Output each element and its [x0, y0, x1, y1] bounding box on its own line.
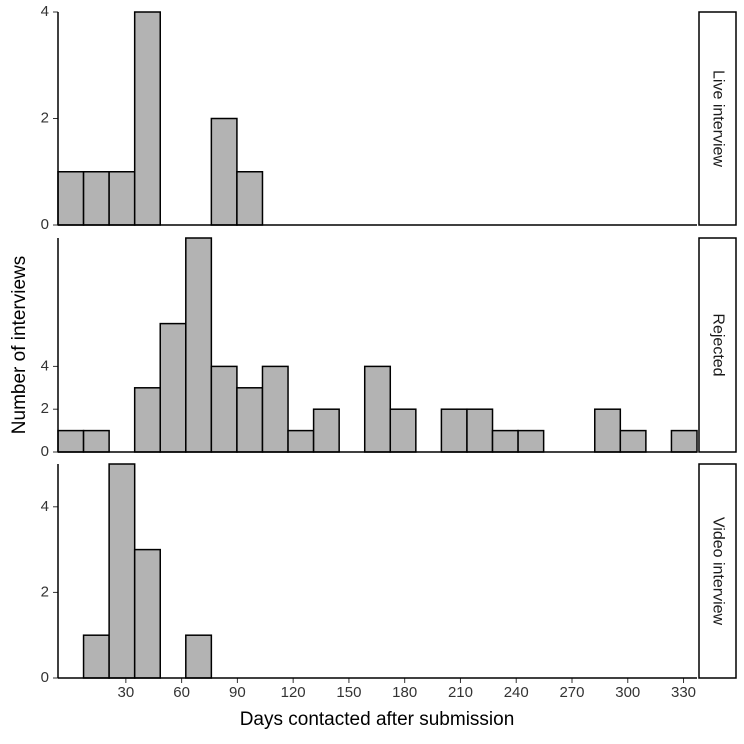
x-tick-label: 300	[615, 684, 640, 701]
x-tick-label: 150	[336, 684, 361, 701]
bar	[312, 408, 340, 453]
facet-strip	[698, 237, 737, 453]
y-tick-label: 4	[41, 357, 49, 374]
bar	[57, 171, 85, 226]
bar	[389, 408, 417, 453]
y-tick-label: 4	[41, 498, 49, 515]
bar	[619, 429, 647, 453]
facet-strip	[698, 11, 737, 226]
x-tick-label: 30	[118, 684, 135, 701]
bar	[210, 365, 238, 453]
bar	[261, 365, 289, 453]
bar	[82, 429, 110, 453]
x-tick-label: 120	[281, 684, 306, 701]
x-tick-label: 240	[504, 684, 529, 701]
bar	[236, 387, 264, 453]
x-tick-label: 330	[671, 684, 696, 701]
y-axis-label: Number of interviews	[9, 256, 30, 434]
bar	[594, 408, 622, 453]
y-tick-label: 0	[41, 443, 49, 460]
bar	[82, 634, 110, 679]
x-axis-label: Days contacted after submission	[240, 709, 515, 730]
x-tick-label: 60	[173, 684, 190, 701]
y-tick-label: 2	[41, 583, 49, 600]
bar	[57, 429, 85, 453]
bar	[185, 634, 213, 679]
y-tick-label: 2	[41, 109, 49, 126]
facet-label: Video interview	[709, 517, 726, 626]
facet-label: Rejected	[709, 313, 726, 376]
bar	[159, 322, 187, 453]
bar	[133, 387, 161, 453]
bar	[517, 429, 545, 453]
bar	[210, 117, 238, 226]
x-tick-label: 90	[229, 684, 246, 701]
facet-strip	[698, 463, 737, 679]
bar	[82, 171, 110, 226]
x-tick-label: 270	[559, 684, 584, 701]
bar	[108, 171, 136, 226]
y-tick-label: 0	[41, 216, 49, 233]
bar	[133, 548, 161, 679]
x-tick-label: 210	[448, 684, 473, 701]
bar	[185, 237, 213, 453]
bar	[133, 11, 161, 226]
bar	[670, 429, 698, 453]
y-tick-label: 0	[41, 669, 49, 686]
bar	[491, 429, 519, 453]
bar	[440, 408, 468, 453]
bar	[363, 365, 392, 453]
y-tick-label: 2	[41, 400, 49, 417]
facet-label: Live interview	[709, 70, 726, 167]
bar	[287, 429, 315, 453]
bar	[466, 408, 494, 453]
y-tick-label: 4	[41, 3, 49, 20]
bar	[108, 463, 136, 679]
x-tick-label: 180	[392, 684, 417, 701]
bar	[236, 171, 264, 226]
